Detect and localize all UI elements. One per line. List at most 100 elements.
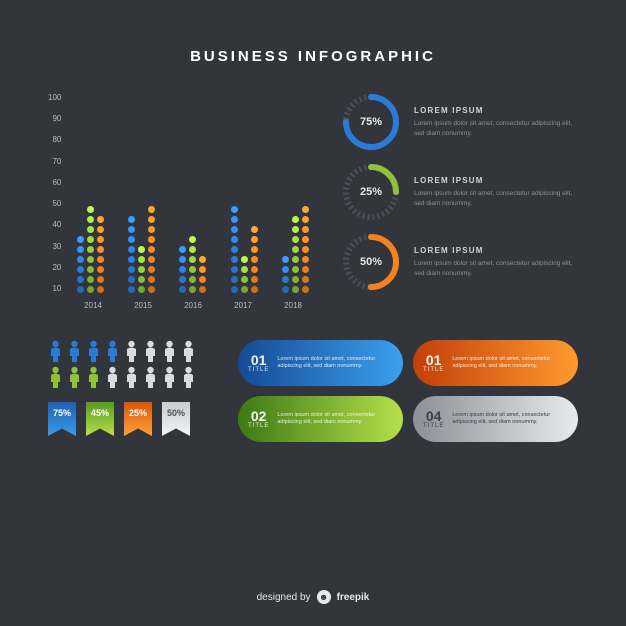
dot [199,256,206,263]
dot [128,246,135,253]
dot [251,246,258,253]
x-tick: 2014 [68,301,118,310]
person-icon [86,366,101,388]
dot [97,216,104,223]
dot [148,236,155,243]
dot [241,256,248,263]
dot [87,266,94,273]
dot [302,286,309,293]
pill-card: 01 TITLE Lorem ipsum dolor sit amet, con… [413,340,578,386]
dot [148,256,155,263]
dot [128,216,135,223]
pill-number: 04 [426,409,442,423]
dot-series-column [231,206,238,293]
dot [251,266,258,273]
x-tick: 2016 [168,301,218,310]
pill-body: Lorem ipsum dolor sit amet, consectetur … [277,412,391,426]
donut-title: LOREM IPSUM [414,106,578,115]
dot [251,256,258,263]
y-tick: 60 [48,178,61,187]
dot [87,226,94,233]
dot [302,216,309,223]
dot [87,256,94,263]
y-tick: 50 [48,199,61,208]
dot [189,276,196,283]
dot-series-column [302,206,309,293]
dot [128,236,135,243]
donut-body: Lorem ipsum dolor sit amet, consectetur … [414,259,578,277]
person-icon [48,340,63,362]
dot [77,246,84,253]
dot [179,266,186,273]
pill-number: 02 [251,409,267,423]
pill-card: 04 TITLE Lorem ipsum dolor sit amet, con… [413,396,578,442]
dot-series-column [138,246,145,293]
dot-series-column [97,216,104,293]
dot [179,256,186,263]
dot [251,236,258,243]
dot [97,256,104,263]
donut-pct: 50% [342,233,400,291]
dot [292,266,299,273]
dot [282,276,289,283]
donut-body: Lorem ipsum dolor sit amet, consectetur … [414,119,578,137]
dot [97,286,104,293]
person-icon [162,340,177,362]
donut: 25% [342,163,400,221]
dot-series-column [199,256,206,293]
dot [302,226,309,233]
dot-year-group [67,206,112,293]
person-icon [105,366,120,388]
dot [97,266,104,273]
y-axis: 100908070605040302010 [48,93,67,293]
dot [199,286,206,293]
dot [231,206,238,213]
dot [189,286,196,293]
pill-body: Lorem ipsum dolor sit amet, consectetur … [452,412,566,426]
footer-brand: freepik [337,592,370,603]
dot [87,206,94,213]
person-icon [67,340,82,362]
donut-pct: 75% [342,93,400,151]
dot [148,276,155,283]
pill-number-label: TITLE [423,423,444,429]
pill-card: 01 TITLE Lorem ipsum dolor sit amet, con… [238,340,403,386]
dot [128,286,135,293]
dot [97,276,104,283]
dot [302,246,309,253]
dot [241,276,248,283]
dot [189,266,196,273]
dot [138,276,145,283]
person-icon [48,366,63,388]
dot [231,256,238,263]
person-icon [86,340,101,362]
dot-series-column [241,256,248,293]
dot [138,266,145,273]
dot [292,286,299,293]
ribbon-row: 75%45%25%50% [48,402,218,436]
dot [231,276,238,283]
donut-row: 25% LOREM IPSUM Lorem ipsum dolor sit am… [342,163,578,221]
dot [231,216,238,223]
dot [128,276,135,283]
donut-list: 75% LOREM IPSUM Lorem ipsum dolor sit am… [342,93,578,310]
person-icon [124,366,139,388]
pill-number-label: TITLE [423,367,444,373]
dot [292,236,299,243]
y-tick: 10 [48,284,61,293]
dot [87,286,94,293]
ribbon-label: 25% [124,402,152,436]
pill-card: 02 TITLE Lorem ipsum dolor sit amet, con… [238,396,403,442]
dot [128,256,135,263]
dot-series-column [77,236,84,293]
ribbon: 45% [86,402,114,436]
y-tick: 20 [48,263,61,272]
footer-credit: designed by ☻ freepik [0,590,626,604]
dot [189,256,196,263]
dot [292,226,299,233]
y-tick: 80 [48,135,61,144]
pill-body: Lorem ipsum dolor sit amet, consectetur … [452,356,566,370]
donut-title: LOREM IPSUM [414,246,578,255]
y-tick: 90 [48,114,61,123]
dot-year-group [119,206,164,293]
